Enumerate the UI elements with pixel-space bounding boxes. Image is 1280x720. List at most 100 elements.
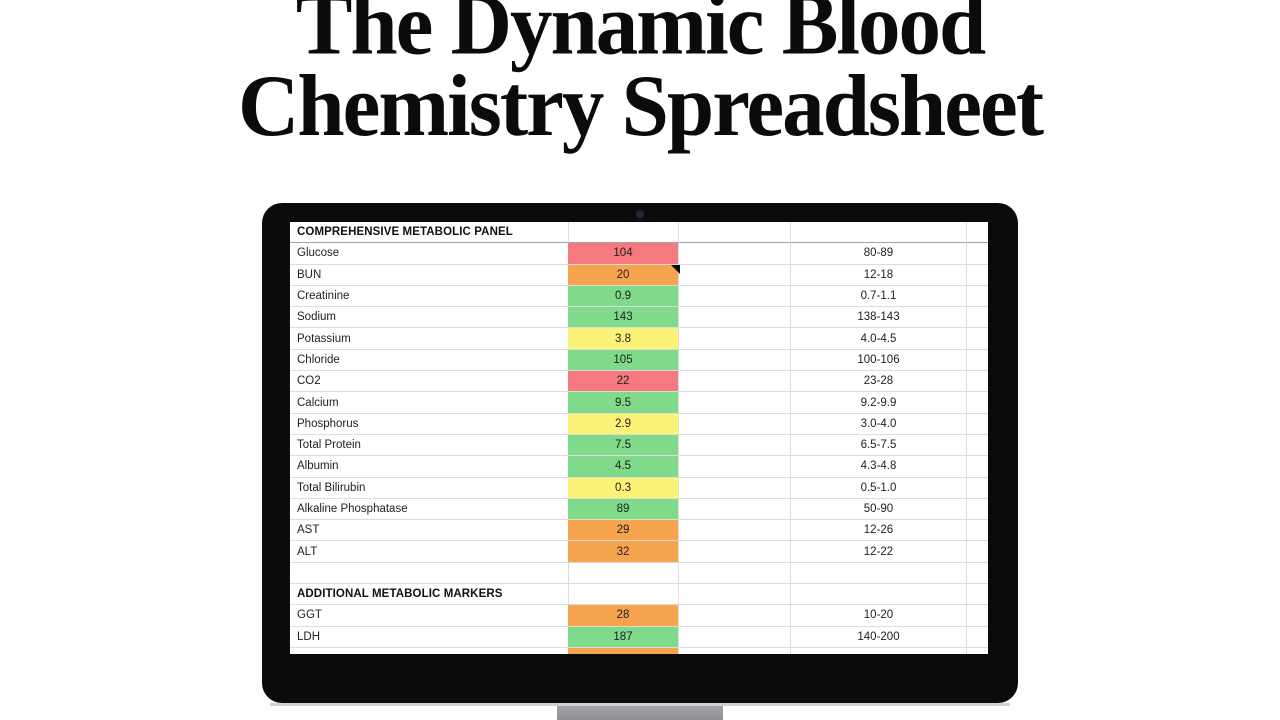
sheet-row: Potassium 3.8 4.0-4.5 <box>290 328 988 350</box>
test-name-cell <box>290 563 568 585</box>
gap-cell <box>678 520 790 542</box>
range-cell <box>790 647 966 654</box>
gap-cell <box>678 562 790 585</box>
value-cell: 3.8 <box>568 328 678 350</box>
value-cell: 4.5 <box>568 456 678 478</box>
monitor-stand <box>557 706 723 720</box>
edge-cell <box>966 498 988 521</box>
gap-cell <box>678 243 790 265</box>
test-name-cell: Potassium <box>290 328 568 350</box>
range-cell: 12-26 <box>790 520 966 542</box>
test-name-cell: Albumin <box>290 456 568 478</box>
test-name-cell: BUN <box>290 265 568 286</box>
value-cell: 9.5 <box>568 392 678 414</box>
section-header-label: ADDITIONAL METABOLIC MARKERS <box>290 584 568 606</box>
sheet-row: BUN 20 12-18 <box>290 264 988 286</box>
test-name-cell: CO2 <box>290 371 568 393</box>
gap-cell <box>678 392 790 414</box>
monitor-frame: COMPREHENSIVE METABOLIC PANEL Glucose 10… <box>262 203 1018 703</box>
test-name-cell: GGT <box>290 605 568 627</box>
range-cell: 12-22 <box>790 541 966 563</box>
gap-cell <box>678 307 790 329</box>
gap-cell <box>678 541 790 563</box>
test-name-cell: Calcium <box>290 392 568 414</box>
sheet-row: Glucose 104 80-89 <box>290 243 988 265</box>
comment-marker-icon <box>671 264 680 274</box>
value-cell: 32 <box>568 541 678 563</box>
edge-cell <box>966 413 988 435</box>
section-header-row: COMPREHENSIVE METABOLIC PANEL <box>290 222 988 244</box>
gap-cell <box>678 498 790 521</box>
value-cell: 143 <box>568 307 678 329</box>
value-cell: 7.5 <box>568 434 678 457</box>
value-cell <box>568 647 678 654</box>
gap-cell <box>678 584 790 606</box>
section-header-row: ADDITIONAL METABOLIC MARKERS <box>290 584 988 606</box>
edge-cell <box>966 264 988 286</box>
edge-cell <box>966 456 988 478</box>
range-cell <box>790 562 966 585</box>
sheet-row: Calcium 9.5 9.2-9.9 <box>290 392 988 414</box>
edge-cell <box>966 647 988 654</box>
sheet-row: LDH 187 140-200 <box>290 626 988 648</box>
range-cell: 4.0-4.5 <box>790 328 966 350</box>
value-cell: 22 <box>568 371 678 393</box>
range-cell: 0.5-1.0 <box>790 477 966 499</box>
range-cell: 12-18 <box>790 264 966 286</box>
test-name-cell: Alkaline Phosphatase <box>290 499 568 521</box>
edge-cell <box>966 392 988 414</box>
gap-cell <box>678 434 790 457</box>
value-cell: 187 <box>568 626 678 648</box>
gap-cell <box>678 605 790 627</box>
gap-cell <box>678 413 790 435</box>
section-header-label: COMPREHENSIVE METABOLIC PANEL <box>290 222 568 244</box>
edge-cell <box>966 349 988 372</box>
range-cell: 10-20 <box>790 605 966 627</box>
range-cell: 50-90 <box>790 498 966 521</box>
range-cell: 0.7-1.1 <box>790 285 966 308</box>
test-name-cell: Total Bilirubin <box>290 478 568 499</box>
range-cell <box>790 584 966 606</box>
range-cell: 100-106 <box>790 349 966 372</box>
sheet-row <box>290 562 988 585</box>
value-cell: 2.9 <box>568 413 678 435</box>
value-cell <box>568 584 678 606</box>
edge-cell <box>966 605 988 627</box>
edge-cell <box>966 541 988 563</box>
range-cell: 3.0-4.0 <box>790 413 966 435</box>
sheet-row: Total Bilirubin 0.3 0.5-1.0 <box>290 477 988 499</box>
value-cell: 0.9 <box>568 285 678 308</box>
range-cell: 9.2-9.9 <box>790 392 966 414</box>
gap-cell <box>678 626 790 648</box>
value-cell: 89 <box>568 498 678 521</box>
sheet-row: GGT 28 10-20 <box>290 605 988 627</box>
edge-cell <box>966 477 988 499</box>
test-name-cell: Total Protein <box>290 435 568 457</box>
sheet-row <box>290 647 988 654</box>
range-cell <box>790 222 966 244</box>
range-cell: 138-143 <box>790 307 966 329</box>
gap-cell <box>678 456 790 478</box>
edge-cell <box>966 626 988 648</box>
monitor-bottom-edge <box>270 703 1010 706</box>
edge-cell <box>966 434 988 457</box>
test-name-cell: Phosphorus <box>290 414 568 435</box>
range-cell: 80-89 <box>790 243 966 265</box>
range-cell: 4.3-4.8 <box>790 456 966 478</box>
sheet-row: Alkaline Phosphatase 89 50-90 <box>290 498 988 521</box>
sheet-row: Albumin 4.5 4.3-4.8 <box>290 456 988 478</box>
test-name-cell: Chloride <box>290 350 568 372</box>
gap-cell <box>678 647 790 654</box>
sheet-row: Phosphorus 2.9 3.0-4.0 <box>290 413 988 435</box>
test-name-cell: LDH <box>290 627 568 648</box>
test-name-cell: AST <box>290 520 568 542</box>
edge-cell <box>966 520 988 542</box>
test-name-cell <box>290 648 568 654</box>
test-name-cell: Glucose <box>290 243 568 265</box>
page-title-line2: Chemistry Spreadsheet <box>237 56 1044 155</box>
blood-chemistry-sheet: COMPREHENSIVE METABOLIC PANEL Glucose 10… <box>290 222 988 654</box>
gap-cell <box>678 349 790 372</box>
value-cell: 28 <box>568 605 678 627</box>
gap-cell <box>678 285 790 308</box>
